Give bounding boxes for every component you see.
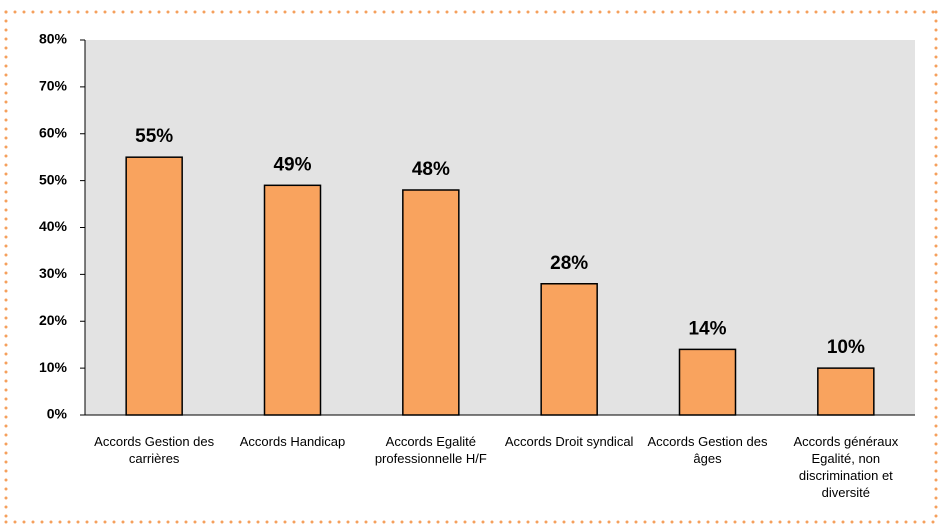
value-label: 48% [412,159,450,180]
x-tick-label: Accords Gestion des carrières [94,434,215,466]
value-label: 14% [688,318,726,339]
x-tick-label: Accords généraux Egalité, non discrimina… [793,434,899,500]
y-tick-label: 70% [39,78,68,94]
bar [540,283,598,416]
y-tick-label: 20% [39,312,68,328]
bar [402,189,460,416]
frame [4,10,938,524]
bar [263,184,322,416]
plot-area [85,40,915,415]
y-tick-label: 10% [39,359,68,375]
y-tick-label: 80% [39,31,68,47]
bar [678,348,737,416]
x-tick-label: Accords Droit syndical [504,434,634,449]
y-tick-label: 40% [39,218,68,234]
bar [817,367,875,416]
y-tick-label: 60% [39,124,68,140]
value-label: 49% [273,154,311,175]
y-tick-label: 30% [39,265,68,281]
y-tick-label: 0% [47,406,68,422]
bar [125,156,183,416]
x-tick-label: Accords Egalité professionnelle H/F [374,434,487,466]
value-label: 10% [827,337,865,358]
value-label: 55% [135,126,173,147]
value-label: 28% [550,253,588,274]
y-tick-label: 50% [39,171,68,187]
x-tick-label: Accords Handicap [239,434,346,449]
x-tick-label: Accords Gestion des âges [647,434,768,466]
